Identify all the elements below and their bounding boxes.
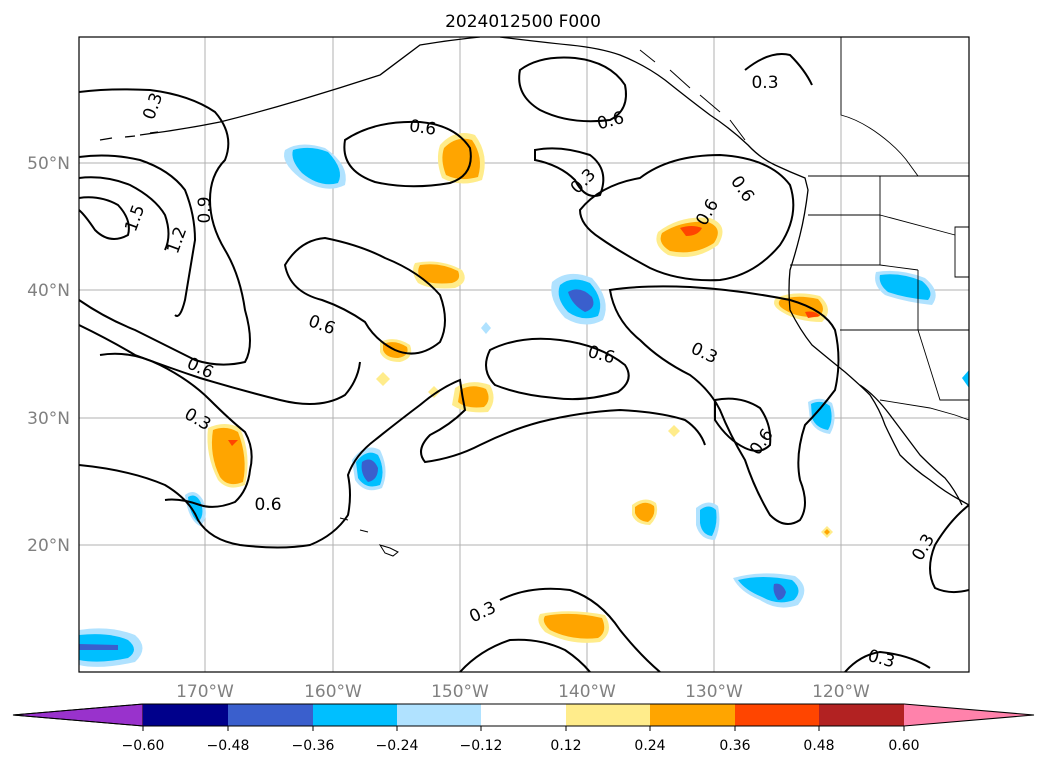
colorbar-segment xyxy=(566,704,650,726)
contour-line xyxy=(343,120,472,188)
filled-anomalies xyxy=(79,132,969,667)
contour-line xyxy=(79,154,197,317)
contour-line xyxy=(518,56,627,123)
lon-label-140w: 140°W xyxy=(558,682,616,702)
colorbar-ticks xyxy=(142,726,905,731)
colorbar: −0.60 −0.48 −0.36 −0.24 −0.12 0.12 0.24 … xyxy=(12,703,1035,754)
contour-line xyxy=(485,337,630,401)
border-us-mexico xyxy=(879,399,969,421)
contour-line xyxy=(79,378,706,549)
positive-patch xyxy=(632,499,658,525)
negative-patch xyxy=(284,144,346,189)
contour-line xyxy=(79,176,170,251)
colorbar-segment xyxy=(735,704,819,726)
lat-label-30n: 30°N xyxy=(27,409,70,429)
contour-label: 0.6 xyxy=(408,116,438,140)
lon-label-130w: 130°W xyxy=(685,682,743,702)
figure-title: 2024012500 F000 xyxy=(445,12,601,32)
north-america-coast xyxy=(499,37,969,506)
lon-label-160w: 160°W xyxy=(304,682,362,702)
contour-line xyxy=(283,236,446,355)
negative-patch xyxy=(551,273,606,325)
positive-patch xyxy=(452,382,494,413)
colorbar-tick-label: −0.48 xyxy=(207,738,250,754)
aleutian-coast xyxy=(139,37,481,136)
contour-line xyxy=(499,587,661,672)
colorbar-segment xyxy=(650,704,735,726)
colorbar-segment xyxy=(397,704,481,726)
lon-label-170w: 170°W xyxy=(176,682,234,702)
contour-line xyxy=(99,352,253,508)
positive-patch xyxy=(656,217,723,258)
colorbar-extend-low xyxy=(12,703,144,727)
border-bc-yukon xyxy=(840,37,919,177)
contour-line xyxy=(534,147,605,197)
baja-gulf-coast xyxy=(859,384,963,506)
contour-line xyxy=(929,504,969,594)
colorbar-tick-label: −0.24 xyxy=(376,738,419,754)
negative-patch xyxy=(481,322,969,388)
positive-patch xyxy=(207,424,248,488)
aleutian-islands xyxy=(99,131,159,141)
lon-label-120w: 120°W xyxy=(812,682,870,702)
contour-label: 0.9 xyxy=(195,196,215,223)
negative-patch xyxy=(808,398,835,434)
colorbar-tick-label: 0.36 xyxy=(719,738,750,754)
contour-line xyxy=(714,397,772,452)
lat-label-50n: 50°N xyxy=(27,154,70,174)
negative-patch xyxy=(733,573,805,608)
colorbar-tick-label: 0.12 xyxy=(550,738,581,754)
colorbar-tick-label: 0.24 xyxy=(634,738,665,754)
colorbar-segment xyxy=(143,704,228,726)
colorbar-tick-label: −0.36 xyxy=(292,738,335,754)
contour-lines xyxy=(79,53,969,672)
colorbar-tick-label: −0.60 xyxy=(122,738,165,754)
longitude-labels: 170°W 160°W 150°W 140°W 130°W 120°W xyxy=(176,682,870,702)
coastlines xyxy=(99,37,969,557)
negative-patch xyxy=(696,502,720,540)
colorbar-tick-label: 0.60 xyxy=(888,738,919,754)
contour-line xyxy=(844,650,931,672)
contour-line xyxy=(608,285,840,525)
lat-label-20n: 20°N xyxy=(27,536,70,556)
latitude-labels: 50°N 40°N 30°N 20°N xyxy=(27,154,70,556)
contour-line xyxy=(744,53,813,86)
alaska-panhandle-islands xyxy=(639,49,746,141)
positive-patch xyxy=(538,611,609,643)
contour-line xyxy=(459,638,591,672)
state-border-fragment xyxy=(954,226,969,278)
contour-line xyxy=(578,153,795,282)
map-frame xyxy=(78,36,970,673)
state-borders xyxy=(790,176,969,401)
contour-label: 0.3 xyxy=(751,73,778,93)
map-background xyxy=(79,37,969,672)
contour-line xyxy=(79,88,251,366)
colorbar-tick-label: 0.48 xyxy=(803,738,834,754)
positive-patch xyxy=(376,372,833,538)
political-borders xyxy=(790,37,969,421)
negative-patch xyxy=(352,447,386,491)
colorbar-segment xyxy=(313,704,397,726)
colorbar-tick-label: −0.12 xyxy=(460,738,503,754)
colorbar-extend-high xyxy=(904,704,1034,726)
negative-patch xyxy=(79,628,143,667)
lon-label-150w: 150°W xyxy=(431,682,489,702)
map-panel: 0.3 0.6 0.6 0.3 0.6 0.6 0.3 1.5 1.2 0.9 … xyxy=(78,36,970,673)
contour-line xyxy=(79,196,130,240)
lat-label-40n: 40°N xyxy=(27,281,70,301)
colorbar-segment xyxy=(481,704,566,726)
colorbar-segment xyxy=(819,704,904,726)
colorbar-segment xyxy=(228,704,313,726)
contour-label: 0.6 xyxy=(254,495,281,515)
